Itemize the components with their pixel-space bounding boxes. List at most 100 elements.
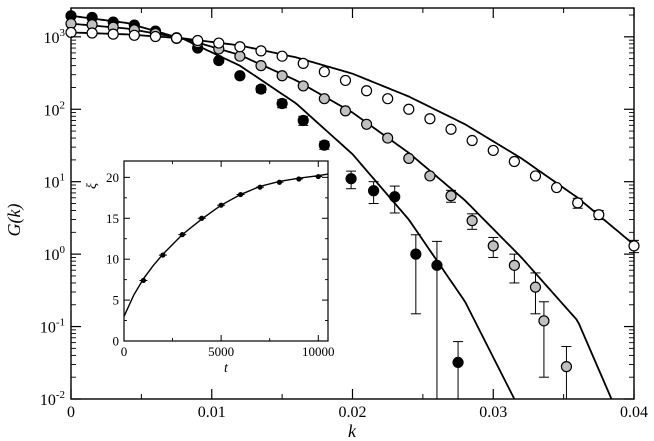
data-point-grey-circle bbox=[234, 50, 246, 62]
data-point-grey-circle bbox=[445, 190, 457, 202]
data-point-grey-circle bbox=[276, 70, 288, 82]
inset-data-point bbox=[276, 179, 283, 185]
fit-curve-2 bbox=[70, 31, 635, 246]
data-point-open-circle bbox=[318, 66, 330, 78]
data-point-grey-circle bbox=[466, 215, 478, 227]
inset-data-point bbox=[160, 252, 166, 258]
inset-y-tick-label: 20 bbox=[106, 170, 119, 185]
y-tick-label: 101 bbox=[44, 172, 66, 192]
y-tick-label: 10-1 bbox=[40, 317, 65, 337]
fit-curve-1 bbox=[70, 22, 613, 400]
data-point-open-circle bbox=[508, 155, 520, 168]
x-axis-ticks: 0 0.01 0.02 0.03 0.04 bbox=[67, 8, 648, 421]
data-point-grey-circle bbox=[538, 315, 550, 327]
data-point-open-circle bbox=[593, 209, 605, 221]
inset-point-group bbox=[275, 179, 284, 185]
inset-data-point bbox=[315, 173, 321, 180]
data-point-open-circle bbox=[445, 123, 457, 135]
x-tick-label: 0.03 bbox=[479, 404, 507, 421]
inset-point-group bbox=[236, 191, 245, 198]
inset-y-tick-label: 5 bbox=[113, 293, 120, 308]
data-point-open-circle bbox=[234, 41, 246, 53]
inset-data-point bbox=[140, 277, 147, 284]
data-point-open-circle bbox=[628, 240, 640, 252]
y-tick-base: 10 bbox=[44, 30, 60, 47]
inset-data-point bbox=[179, 232, 185, 238]
data-point-grey-circle bbox=[360, 118, 373, 130]
data-point-open-circle bbox=[149, 30, 162, 43]
data-point-grey-circle bbox=[529, 281, 542, 293]
data-point-grey-circle bbox=[339, 105, 352, 117]
x-tick-label: 0.02 bbox=[339, 404, 367, 421]
data-point-grey-circle bbox=[318, 93, 330, 105]
data-point-filled-circle bbox=[431, 259, 443, 271]
y-tick-base: 10 bbox=[44, 247, 60, 264]
data-point-open-circle bbox=[128, 29, 140, 41]
data-point-filled-circle bbox=[297, 114, 309, 127]
data-point-filled-circle bbox=[345, 173, 357, 185]
y-tick-label: 102 bbox=[44, 99, 66, 119]
inset-x-axis-title: t bbox=[224, 361, 229, 376]
data-point-open-circle bbox=[424, 113, 436, 125]
data-point-open-circle bbox=[65, 26, 77, 39]
data-point-grey-circle bbox=[508, 259, 520, 271]
x-axis-title: k bbox=[348, 421, 357, 441]
inset-point-group bbox=[158, 252, 167, 258]
inset-y-tick-label: 10 bbox=[106, 252, 119, 267]
inset-data-point bbox=[218, 202, 224, 208]
y-tick-label: 103 bbox=[44, 27, 66, 47]
inset-data-points bbox=[139, 173, 323, 284]
data-point-filled-circle bbox=[234, 70, 246, 82]
data-point-open-circle bbox=[572, 197, 584, 209]
y-tick-exponent: 3 bbox=[60, 27, 66, 39]
y-tick-label: 10-2 bbox=[40, 389, 65, 409]
data-point-filled-circle bbox=[410, 248, 422, 260]
y-tick-exponent: -2 bbox=[56, 389, 65, 401]
x-tick-label: 0.01 bbox=[198, 404, 226, 421]
data-point-open-circle bbox=[466, 134, 478, 147]
x-tick-label: 0.04 bbox=[620, 404, 648, 421]
error-bar bbox=[410, 234, 421, 315]
inset-point-group bbox=[197, 215, 206, 221]
data-point-grey-circle bbox=[487, 240, 499, 252]
data-point-filled-circle bbox=[276, 97, 288, 110]
data-points bbox=[65, 10, 640, 373]
inset-point-group bbox=[178, 232, 187, 238]
x-tick-label: 0 bbox=[67, 404, 75, 421]
inset-y-tick-label: 0 bbox=[113, 334, 120, 349]
inset-point-group bbox=[217, 202, 226, 208]
error-bar bbox=[538, 301, 549, 378]
inset-x-tick-label: 0 bbox=[121, 344, 128, 359]
data-point-open-circle bbox=[529, 170, 542, 182]
data-point-open-circle bbox=[276, 50, 288, 62]
inset-point-group bbox=[294, 176, 303, 182]
data-point-open-circle bbox=[255, 45, 267, 57]
inset-data-point bbox=[237, 191, 244, 198]
y-tick-label: 100 bbox=[44, 244, 66, 264]
data-point-open-circle bbox=[192, 34, 204, 47]
error-bar bbox=[530, 272, 541, 315]
data-point-grey-circle bbox=[424, 170, 436, 182]
y-tick-exponent: 0 bbox=[60, 244, 66, 256]
inset-point-group bbox=[139, 277, 148, 284]
data-point-filled-circle bbox=[368, 185, 380, 197]
y-tick-base: 10 bbox=[44, 102, 60, 119]
data-point-filled-circle bbox=[389, 191, 401, 203]
data-point-open-circle bbox=[550, 181, 563, 194]
y-tick-base: 10 bbox=[40, 392, 56, 409]
data-point-open-circle bbox=[339, 74, 352, 87]
data-point-grey-circle bbox=[255, 60, 267, 72]
data-point-filled-circle bbox=[213, 54, 225, 67]
y-tick-exponent: 1 bbox=[60, 172, 66, 184]
data-point-open-circle bbox=[403, 103, 415, 115]
data-point-open-circle bbox=[297, 57, 309, 69]
data-point-filled-circle bbox=[452, 356, 464, 369]
data-point-filled-circle bbox=[318, 139, 330, 151]
inset-data-point bbox=[296, 176, 302, 182]
data-point-open-circle bbox=[360, 85, 373, 97]
data-point-grey-circle bbox=[382, 132, 394, 144]
data-point-grey-circle bbox=[297, 80, 309, 92]
y-axis-title: G(k) bbox=[4, 204, 25, 237]
data-point-open-circle bbox=[382, 93, 394, 105]
